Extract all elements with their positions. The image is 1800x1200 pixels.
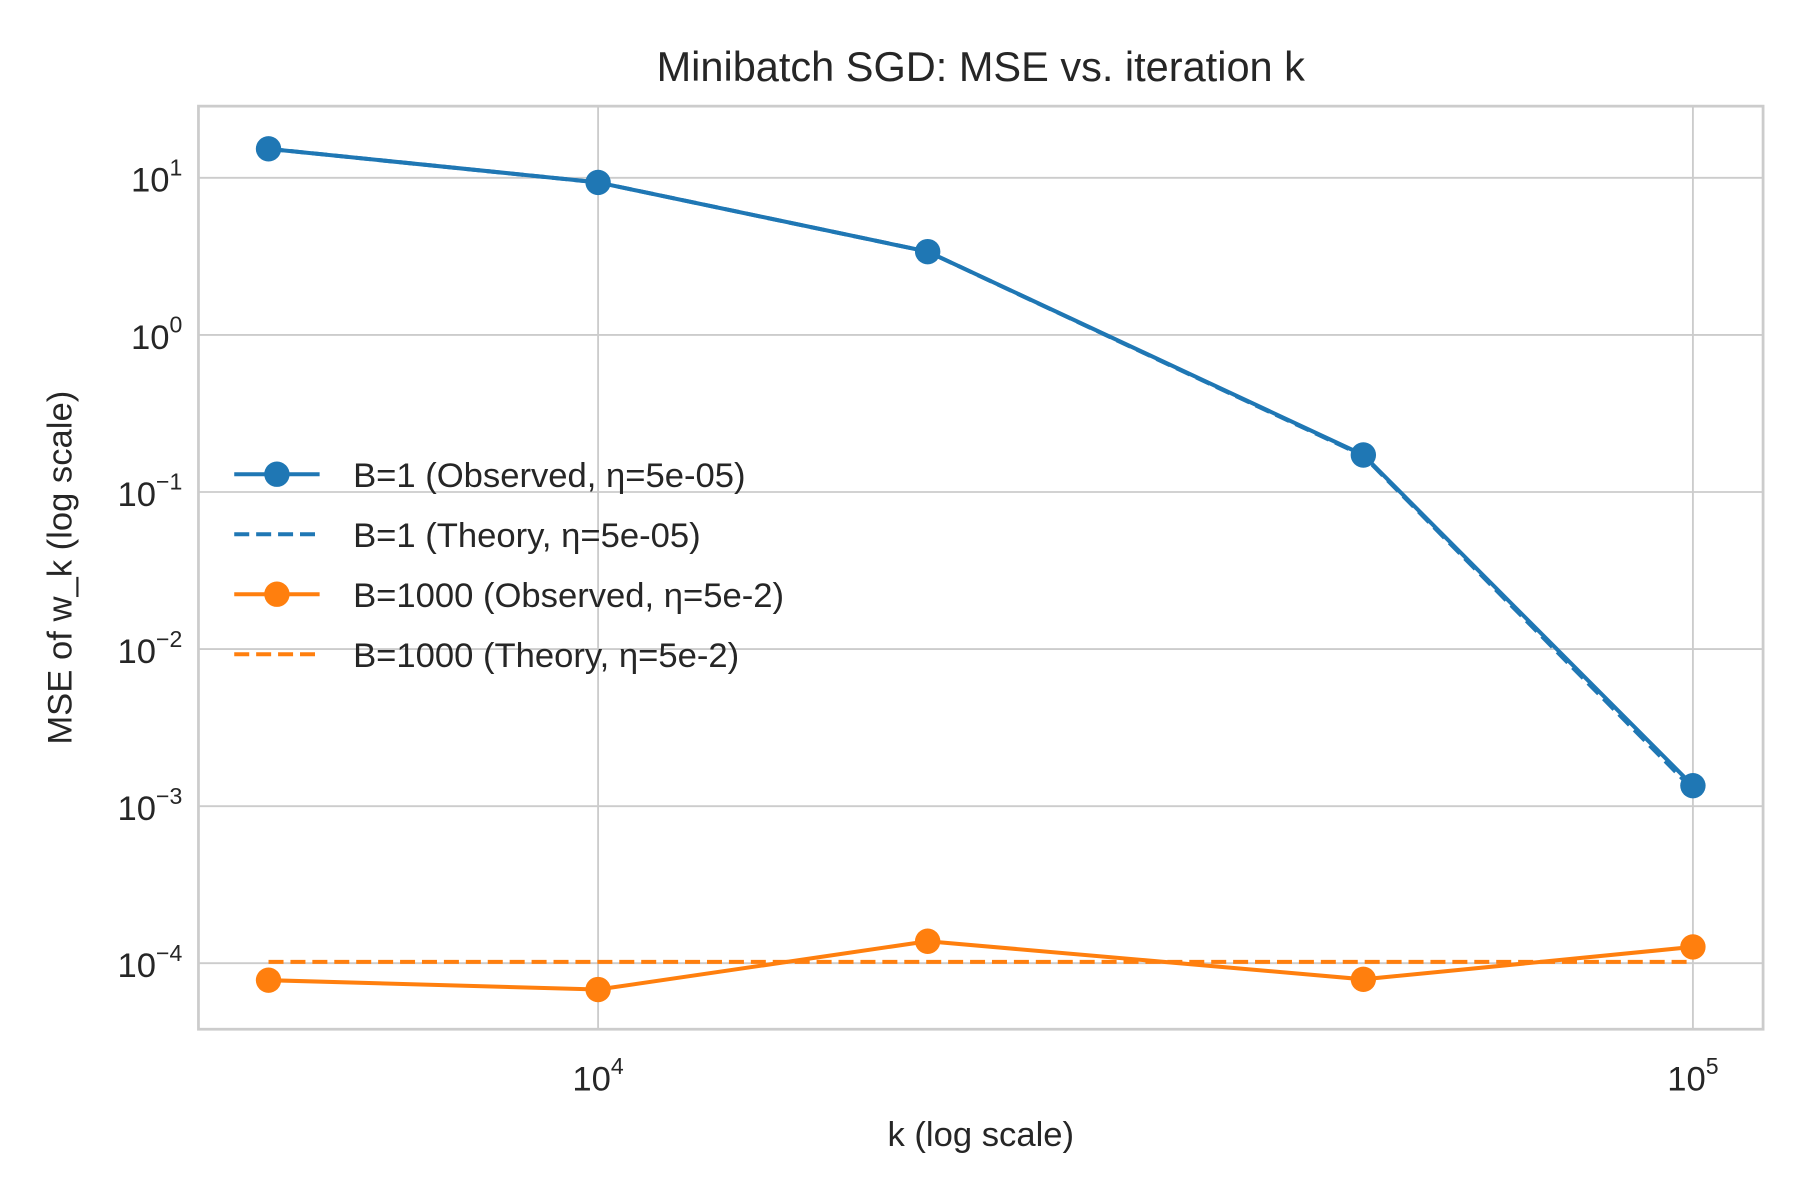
legend-label: B=1 (Theory, η=5e-05) xyxy=(353,517,701,555)
y-tick-base: 10 xyxy=(131,162,170,200)
y-tick-label: 101 xyxy=(131,155,182,200)
legend-label: B=1000 (Observed, η=5e-2) xyxy=(353,577,784,615)
grid xyxy=(198,106,1764,1030)
y-axis-label: MSE of w_k (log scale) xyxy=(42,391,80,745)
y-tick-base: 10 xyxy=(131,319,170,357)
legend-label: B=1 (Observed, η=5e-05) xyxy=(353,457,745,495)
y-tick-base: 10 xyxy=(118,476,157,514)
data-point xyxy=(914,928,941,954)
x-tick-base: 10 xyxy=(1667,1060,1706,1098)
y-tick-exponent: −3 xyxy=(156,783,182,809)
legend-marker xyxy=(264,461,290,487)
legend-item: B=1000 (Observed, η=5e-2) xyxy=(234,577,784,615)
series-2 xyxy=(255,928,1706,1003)
y-tick-base: 10 xyxy=(118,790,157,828)
legend-marker xyxy=(264,581,290,607)
legend-label: B=1000 (Theory, η=5e-2) xyxy=(353,637,739,675)
legend-item: B=1 (Observed, η=5e-05) xyxy=(234,457,746,495)
legend-item: B=1000 (Theory, η=5e-2) xyxy=(234,637,739,675)
legend: B=1 (Observed, η=5e-05) B=1 (Theory, η=5e… xyxy=(234,457,784,675)
series-0 xyxy=(255,136,1706,799)
data-point xyxy=(914,238,941,265)
y-tick-label: 10−3 xyxy=(118,783,183,828)
y-tick-label: 100 xyxy=(131,312,182,357)
y-tick-exponent: −1 xyxy=(156,469,182,495)
y-tick-base: 10 xyxy=(118,947,157,985)
x-tick-base: 10 xyxy=(572,1060,611,1098)
x-tick-exponent: 5 xyxy=(1706,1053,1719,1079)
plot-frame xyxy=(197,104,1765,1031)
y-tick-exponent: −4 xyxy=(156,940,182,966)
data-point xyxy=(1680,772,1706,799)
series-line xyxy=(268,939,1694,992)
series-layer xyxy=(255,136,1706,1003)
data-point xyxy=(255,967,282,993)
data-point xyxy=(1680,934,1706,960)
y-tick-label: 10−4 xyxy=(118,940,183,985)
x-tick-exponent: 4 xyxy=(611,1053,624,1079)
y-tick-label: 10−1 xyxy=(118,469,183,514)
legend-item: B=1 (Theory, η=5e-05) xyxy=(234,517,701,555)
data-point xyxy=(585,976,611,1003)
data-point xyxy=(1350,442,1377,468)
y-tick-base: 10 xyxy=(118,633,157,671)
x-axis-label: k (log scale) xyxy=(887,1116,1074,1154)
x-tick-label: 105 xyxy=(1667,1053,1718,1098)
chart-title: Minibatch SGD: MSE vs. iteration k xyxy=(657,43,1306,90)
data-point xyxy=(255,136,282,162)
y-tick-exponent: 1 xyxy=(169,155,182,181)
data-point xyxy=(585,169,611,196)
y-tick-label: 10−2 xyxy=(118,626,183,671)
data-point xyxy=(1350,966,1377,992)
x-tick-label: 104 xyxy=(572,1053,624,1098)
y-tick-exponent: 0 xyxy=(169,312,182,338)
y-tick-exponent: −2 xyxy=(156,626,182,652)
